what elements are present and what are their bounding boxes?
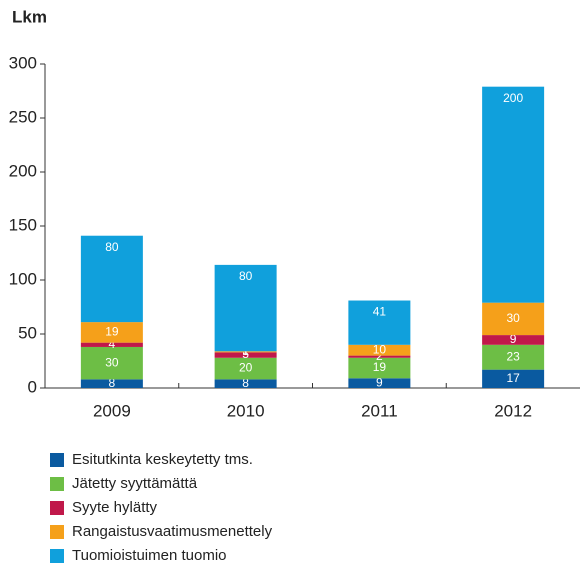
bar-segment — [214, 379, 277, 388]
legend-label: Tuomioistuimen tuomio — [72, 547, 227, 564]
value-label: 20 — [239, 361, 253, 375]
value-label: 19 — [373, 360, 387, 374]
value-label: 8 — [109, 376, 116, 390]
y-tick-label: 0 — [28, 377, 37, 396]
y-tick-label: 200 — [9, 161, 37, 180]
bar-segment — [214, 351, 277, 353]
y-tick-label: 250 — [9, 107, 37, 126]
value-label: 8 — [242, 376, 249, 390]
value-label: 23 — [506, 349, 520, 363]
value-label: 2 — [376, 349, 383, 363]
legend-swatch — [50, 549, 64, 563]
value-label: 80 — [105, 240, 119, 254]
bar-segment — [80, 235, 143, 323]
value-label: 10 — [373, 342, 387, 356]
bar-segment — [482, 302, 545, 336]
bar-segment — [482, 335, 545, 345]
bar-segment — [348, 355, 411, 358]
bar-segment — [80, 342, 143, 347]
value-label: 9 — [376, 375, 383, 389]
value-label: 17 — [506, 371, 520, 385]
value-label: 30 — [105, 355, 119, 369]
value-label: 30 — [506, 311, 520, 325]
legend-swatch — [50, 453, 64, 467]
bar-segment — [348, 357, 411, 379]
value-label: 9 — [510, 332, 517, 346]
x-tick-label: 2011 — [361, 401, 398, 420]
value-label: 41 — [373, 305, 387, 319]
y-tick-label: 300 — [9, 53, 37, 72]
bar-segment — [80, 346, 143, 380]
legend-swatch — [50, 477, 64, 491]
value-label: 200 — [503, 91, 523, 105]
bar-segment — [482, 369, 545, 388]
legend-swatch — [50, 501, 64, 515]
bar-segment — [214, 264, 277, 352]
bar-segment — [214, 357, 277, 380]
value-label: 4 — [109, 337, 116, 351]
bar-segment — [80, 379, 143, 388]
bar-segment — [482, 344, 545, 370]
x-tick-label: 2010 — [227, 401, 265, 420]
bar-segment — [80, 322, 143, 343]
bar-segment — [482, 86, 545, 303]
y-tick-label: 150 — [9, 215, 37, 234]
y-tick-label: 100 — [9, 269, 37, 288]
bar-segment — [214, 352, 277, 358]
value-label: 80 — [239, 269, 253, 283]
legend-label: Esitutkinta keskeytetty tms. — [72, 451, 253, 468]
value-label: 5 — [242, 347, 249, 361]
bar-segment — [348, 300, 411, 345]
legend-label: Rangaistusvaatimusmenettely — [72, 523, 273, 540]
legend-label: Jätetty syyttämättä — [72, 475, 198, 492]
bar-segment — [348, 378, 411, 388]
bar-segment — [348, 344, 411, 356]
x-tick-label: 2009 — [93, 401, 131, 420]
y-tick-label: 50 — [18, 323, 37, 342]
value-label: 19 — [105, 325, 119, 339]
y-axis-label: Lkm — [12, 7, 47, 26]
x-tick-label: 2012 — [494, 401, 532, 420]
legend-label: Syyte hylätty — [72, 499, 158, 516]
legend-swatch — [50, 525, 64, 539]
